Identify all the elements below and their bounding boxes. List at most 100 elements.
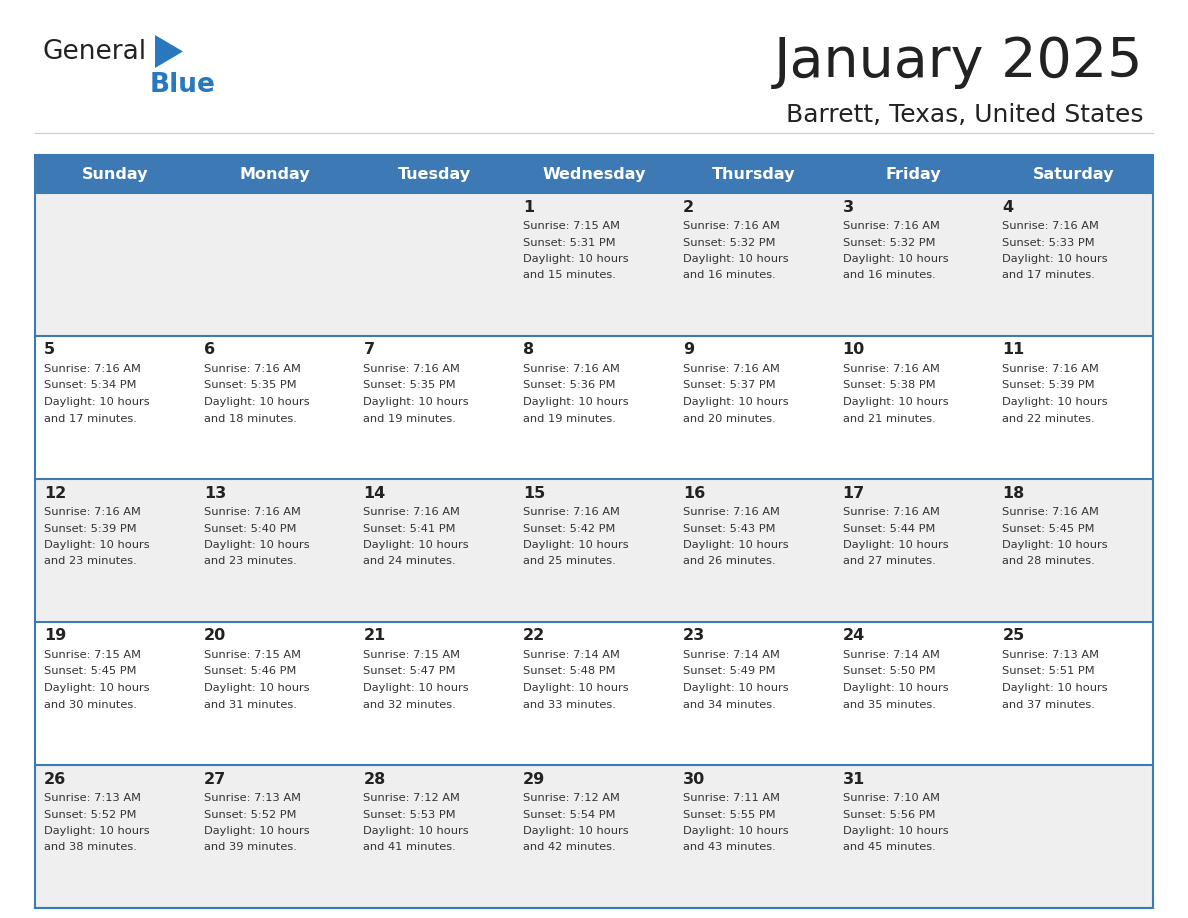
Text: Blue: Blue xyxy=(150,72,216,98)
Text: 1: 1 xyxy=(523,199,535,215)
Text: Wednesday: Wednesday xyxy=(542,166,646,182)
Text: 28: 28 xyxy=(364,771,386,787)
Text: Daylight: 10 hours: Daylight: 10 hours xyxy=(683,683,789,693)
Text: Barrett, Texas, United States: Barrett, Texas, United States xyxy=(785,103,1143,127)
Bar xyxy=(34,336,1154,479)
Text: 18: 18 xyxy=(1003,486,1024,500)
Text: Sunset: 5:51 PM: Sunset: 5:51 PM xyxy=(1003,666,1095,677)
Text: 13: 13 xyxy=(203,486,226,500)
Text: Daylight: 10 hours: Daylight: 10 hours xyxy=(523,397,628,407)
Text: Daylight: 10 hours: Daylight: 10 hours xyxy=(203,397,309,407)
Text: Sunrise: 7:16 AM: Sunrise: 7:16 AM xyxy=(842,507,940,517)
Text: 26: 26 xyxy=(44,771,67,787)
Text: and 27 minutes.: and 27 minutes. xyxy=(842,556,935,566)
Text: 9: 9 xyxy=(683,342,694,357)
Text: Daylight: 10 hours: Daylight: 10 hours xyxy=(364,826,469,836)
Text: and 45 minutes.: and 45 minutes. xyxy=(842,843,935,853)
Text: Sunset: 5:32 PM: Sunset: 5:32 PM xyxy=(683,238,776,248)
Text: Sunrise: 7:13 AM: Sunrise: 7:13 AM xyxy=(203,793,301,803)
Text: Sunset: 5:53 PM: Sunset: 5:53 PM xyxy=(364,810,456,820)
Text: Sunrise: 7:12 AM: Sunrise: 7:12 AM xyxy=(364,793,460,803)
Text: Sunset: 5:35 PM: Sunset: 5:35 PM xyxy=(364,380,456,390)
Text: Thursday: Thursday xyxy=(712,166,796,182)
Text: Daylight: 10 hours: Daylight: 10 hours xyxy=(203,826,309,836)
Text: Sunrise: 7:16 AM: Sunrise: 7:16 AM xyxy=(683,507,779,517)
Text: Sunset: 5:54 PM: Sunset: 5:54 PM xyxy=(523,810,615,820)
Text: 24: 24 xyxy=(842,629,865,644)
Text: and 37 minutes.: and 37 minutes. xyxy=(1003,700,1095,710)
Text: Sunrise: 7:11 AM: Sunrise: 7:11 AM xyxy=(683,793,779,803)
Text: Sunrise: 7:16 AM: Sunrise: 7:16 AM xyxy=(683,364,779,374)
Text: General: General xyxy=(43,39,147,65)
Text: and 21 minutes.: and 21 minutes. xyxy=(842,413,935,423)
Text: Tuesday: Tuesday xyxy=(398,166,470,182)
Text: Sunset: 5:35 PM: Sunset: 5:35 PM xyxy=(203,380,296,390)
Text: and 23 minutes.: and 23 minutes. xyxy=(44,556,137,566)
Text: Sunrise: 7:16 AM: Sunrise: 7:16 AM xyxy=(842,221,940,231)
Text: Daylight: 10 hours: Daylight: 10 hours xyxy=(44,826,150,836)
Text: Sunrise: 7:16 AM: Sunrise: 7:16 AM xyxy=(203,507,301,517)
Text: Sunset: 5:46 PM: Sunset: 5:46 PM xyxy=(203,666,296,677)
Text: Sunset: 5:39 PM: Sunset: 5:39 PM xyxy=(1003,380,1095,390)
Text: Sunset: 5:42 PM: Sunset: 5:42 PM xyxy=(523,523,615,533)
Bar xyxy=(34,155,1154,193)
Text: Sunset: 5:55 PM: Sunset: 5:55 PM xyxy=(683,810,776,820)
Text: Sunrise: 7:12 AM: Sunrise: 7:12 AM xyxy=(523,793,620,803)
Text: Sunrise: 7:16 AM: Sunrise: 7:16 AM xyxy=(523,507,620,517)
Text: 12: 12 xyxy=(44,486,67,500)
Text: and 30 minutes.: and 30 minutes. xyxy=(44,700,137,710)
Text: and 19 minutes.: and 19 minutes. xyxy=(523,413,617,423)
Text: Sunrise: 7:13 AM: Sunrise: 7:13 AM xyxy=(1003,650,1099,660)
Text: and 17 minutes.: and 17 minutes. xyxy=(1003,271,1095,281)
Text: and 33 minutes.: and 33 minutes. xyxy=(523,700,617,710)
Text: and 26 minutes.: and 26 minutes. xyxy=(683,556,776,566)
Text: 15: 15 xyxy=(523,486,545,500)
Text: Daylight: 10 hours: Daylight: 10 hours xyxy=(364,397,469,407)
Text: Daylight: 10 hours: Daylight: 10 hours xyxy=(364,540,469,550)
Text: 10: 10 xyxy=(842,342,865,357)
Text: Sunset: 5:40 PM: Sunset: 5:40 PM xyxy=(203,523,296,533)
Text: 11: 11 xyxy=(1003,342,1024,357)
Text: 22: 22 xyxy=(523,629,545,644)
Text: Sunset: 5:45 PM: Sunset: 5:45 PM xyxy=(1003,523,1095,533)
Text: Daylight: 10 hours: Daylight: 10 hours xyxy=(842,397,948,407)
Text: Saturday: Saturday xyxy=(1032,166,1114,182)
Text: Sunset: 5:41 PM: Sunset: 5:41 PM xyxy=(364,523,456,533)
Bar xyxy=(34,479,1154,622)
Text: Sunrise: 7:16 AM: Sunrise: 7:16 AM xyxy=(1003,364,1099,374)
Text: Sunrise: 7:14 AM: Sunrise: 7:14 AM xyxy=(683,650,779,660)
Text: Sunset: 5:52 PM: Sunset: 5:52 PM xyxy=(44,810,137,820)
Text: Daylight: 10 hours: Daylight: 10 hours xyxy=(364,683,469,693)
Text: Sunset: 5:37 PM: Sunset: 5:37 PM xyxy=(683,380,776,390)
Text: 8: 8 xyxy=(523,342,535,357)
Text: Daylight: 10 hours: Daylight: 10 hours xyxy=(44,540,150,550)
Bar xyxy=(34,765,1154,908)
Text: Daylight: 10 hours: Daylight: 10 hours xyxy=(842,683,948,693)
Text: 27: 27 xyxy=(203,771,226,787)
Text: Sunset: 5:44 PM: Sunset: 5:44 PM xyxy=(842,523,935,533)
Text: 16: 16 xyxy=(683,486,706,500)
Text: Sunrise: 7:10 AM: Sunrise: 7:10 AM xyxy=(842,793,940,803)
Text: and 32 minutes.: and 32 minutes. xyxy=(364,700,456,710)
Text: Sunset: 5:56 PM: Sunset: 5:56 PM xyxy=(842,810,935,820)
Text: Daylight: 10 hours: Daylight: 10 hours xyxy=(683,540,789,550)
Text: and 17 minutes.: and 17 minutes. xyxy=(44,413,137,423)
Text: and 28 minutes.: and 28 minutes. xyxy=(1003,556,1095,566)
Text: and 25 minutes.: and 25 minutes. xyxy=(523,556,615,566)
Text: Sunrise: 7:15 AM: Sunrise: 7:15 AM xyxy=(44,650,141,660)
Text: Sunrise: 7:14 AM: Sunrise: 7:14 AM xyxy=(842,650,940,660)
Text: Sunrise: 7:15 AM: Sunrise: 7:15 AM xyxy=(203,650,301,660)
Text: January 2025: January 2025 xyxy=(773,35,1143,89)
Text: 17: 17 xyxy=(842,486,865,500)
Text: Daylight: 10 hours: Daylight: 10 hours xyxy=(683,826,789,836)
Text: and 23 minutes.: and 23 minutes. xyxy=(203,556,297,566)
Text: Sunset: 5:48 PM: Sunset: 5:48 PM xyxy=(523,666,615,677)
Text: Daylight: 10 hours: Daylight: 10 hours xyxy=(203,540,309,550)
Text: Sunrise: 7:16 AM: Sunrise: 7:16 AM xyxy=(364,364,460,374)
Text: and 35 minutes.: and 35 minutes. xyxy=(842,700,935,710)
Text: 4: 4 xyxy=(1003,199,1013,215)
Polygon shape xyxy=(154,35,183,68)
Text: and 42 minutes.: and 42 minutes. xyxy=(523,843,615,853)
Text: Sunrise: 7:16 AM: Sunrise: 7:16 AM xyxy=(842,364,940,374)
Text: Sunrise: 7:14 AM: Sunrise: 7:14 AM xyxy=(523,650,620,660)
